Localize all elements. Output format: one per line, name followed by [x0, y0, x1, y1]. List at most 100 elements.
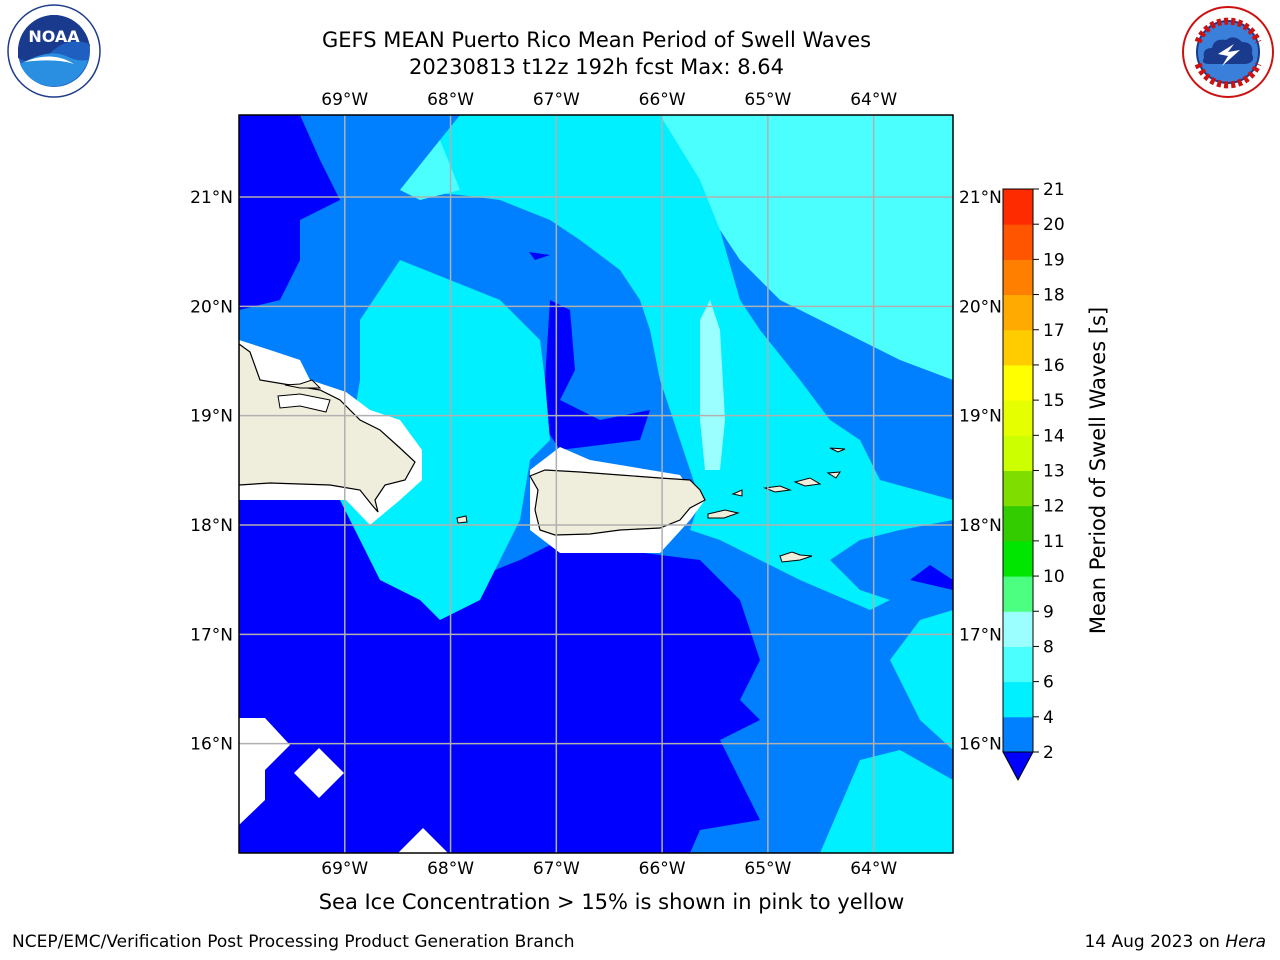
colorbar-segment [1003, 400, 1033, 436]
region-4-6s-west [340, 260, 550, 620]
colorbar-tick-label: 16 [1043, 356, 1065, 376]
colorbar-tick-label: 8 [1043, 637, 1054, 657]
lat-label-right: 20°N [959, 297, 1002, 317]
lon-label-top: 66°W [639, 90, 686, 110]
map-axis-labels: 69°W 69°W 68°W 68°W 67°W 67°W 66°W 66°W 65°W 65°W… [190, 90, 1002, 879]
colorbar-tick-label: 2 [1043, 743, 1054, 763]
land-puerto-rico [529, 469, 706, 536]
land-virgin-gorda [826, 471, 841, 479]
colorbar-tick-label: 20 [1043, 215, 1065, 235]
colorbar-segment [1003, 189, 1033, 225]
lat-label-left: 18°N [190, 516, 233, 536]
land-st-thomas [763, 485, 792, 493]
region-under-2s-northwest [239, 115, 340, 310]
noaa-logo: NOAA [7, 4, 101, 98]
land-mask-sw-1 [239, 718, 290, 825]
region-6-8s-northeast [660, 115, 953, 380]
land-tortola [793, 477, 822, 487]
land-mask-sw-2 [294, 748, 344, 798]
colorbar-tick-label: 21 [1043, 180, 1065, 200]
lon-label-bottom: 65°W [744, 859, 791, 879]
land-hispaniola-bay [277, 393, 331, 413]
lat-label-left: 16°N [190, 735, 233, 755]
sea-ice-note: Sea Ice Concentration > 15% is shown in … [318, 890, 905, 914]
lon-label-top: 69°W [321, 90, 368, 110]
nws-logo [1182, 6, 1274, 98]
lon-label-bottom: 67°W [533, 859, 580, 879]
colorbar-segment [1003, 611, 1033, 647]
land-anegada [829, 447, 846, 453]
colorbar: 2 4 6 8 9 10 11 12 13 14 15 16 17 18 19 20 21 Mean Period… [1002, 180, 1110, 782]
colorbar-tick-label: 10 [1043, 567, 1065, 587]
colorbar-tick-label: 19 [1043, 250, 1065, 270]
colorbar-tick-label: 13 [1043, 462, 1065, 482]
colorbar-segment [1003, 646, 1033, 683]
land-st-croix [779, 551, 813, 563]
colorbar-segment [1003, 224, 1033, 260]
footer-date: 14 Aug 2023 on Hera [1084, 932, 1266, 952]
region-4-6s-east [890, 610, 953, 750]
footer-host: Hera [1225, 932, 1266, 952]
colorbar-segment [1003, 681, 1033, 718]
lat-label-right: 17°N [959, 625, 1002, 645]
lat-label-left: 17°N [190, 625, 233, 645]
chart-subtitle-forecast: 20230813 t12z 192h fcst Max: 8.64 [409, 55, 784, 79]
lon-label-top: 64°W [850, 90, 897, 110]
colorbar-tick-label: 11 [1043, 532, 1065, 552]
map-frame [238, 114, 954, 854]
chart-title: GEFS MEAN Puerto Rico Mean Period of Swe… [321, 28, 872, 52]
colorbar-segment [1003, 259, 1033, 296]
lat-label-right: 21°N [959, 188, 1002, 208]
lon-label-bottom: 68°W [427, 859, 474, 879]
region-under-2s-speck [529, 252, 550, 260]
colorbar-segment [1003, 716, 1033, 753]
lon-label-bottom: 69°W [321, 859, 368, 879]
lat-label-left: 19°N [190, 407, 233, 427]
colorbar-label: Mean Period of Swell Waves [s] [1086, 307, 1110, 634]
region-under-2s-south [239, 500, 760, 853]
lat-label-right: 19°N [959, 407, 1002, 427]
land-culebra [731, 489, 743, 497]
colorbar-tick-label: 14 [1043, 426, 1065, 446]
colorbar-segment [1003, 364, 1033, 401]
colorbar-segment [1003, 294, 1033, 331]
colorbar-segment [1003, 576, 1033, 612]
region-under-2s-center [540, 300, 650, 450]
lon-label-bottom: 66°W [639, 859, 686, 879]
colorbar-tick-label: 17 [1043, 321, 1065, 341]
lon-label-bottom: 64°W [850, 859, 897, 879]
colorbar-under-arrow [1002, 751, 1034, 782]
colorbar-segment [1003, 540, 1033, 577]
colorbar-tick-label: 6 [1043, 673, 1054, 693]
colorbar-tick-label: 18 [1043, 286, 1065, 306]
lat-label-left: 21°N [190, 188, 233, 208]
colorbar-segment [1003, 470, 1033, 507]
map-gridlines [239, 115, 953, 853]
noaa-logo-text: NOAA [28, 27, 80, 46]
region-6-8s-north-spot [400, 140, 460, 200]
lon-label-top: 65°W [744, 90, 791, 110]
colorbar-segment [1003, 505, 1033, 542]
land-mask-s [398, 828, 448, 853]
region-4-6s-southeast [820, 750, 953, 853]
footer-credit: NCEP/EMC/Verification Post Processing Pr… [12, 932, 575, 952]
lat-label-left: 20°N [190, 297, 233, 317]
footer-date-text: 14 Aug 2023 on [1084, 932, 1226, 952]
map-field [239, 115, 953, 853]
colorbar-tick-label: 12 [1043, 497, 1065, 517]
region-8-9s-streak [700, 300, 725, 470]
colorbar-tick-label: 9 [1043, 602, 1054, 622]
land-mona-island [456, 515, 468, 524]
lon-label-top: 68°W [427, 90, 474, 110]
land-tortuga [284, 379, 322, 389]
colorbar-tick-label: 15 [1043, 391, 1065, 411]
colorbar-segment [1003, 435, 1033, 471]
colorbar-segment [1003, 329, 1033, 366]
region-under-2s-east [910, 565, 953, 590]
lon-label-top: 67°W [533, 90, 580, 110]
land-vieques [707, 509, 740, 519]
colorbar-tick-label: 4 [1043, 708, 1054, 728]
lat-label-right: 16°N [959, 735, 1002, 755]
lat-label-right: 18°N [959, 516, 1002, 536]
region-4-6s-north [400, 115, 953, 610]
